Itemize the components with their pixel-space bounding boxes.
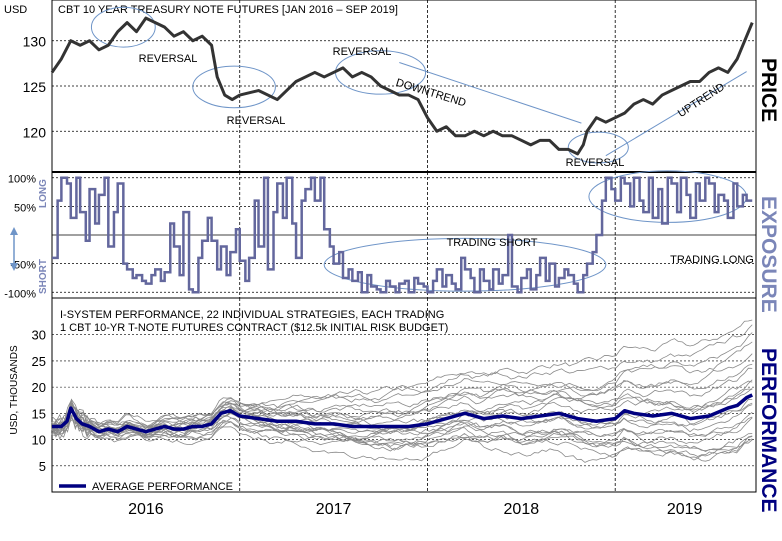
performance-y-tick-label: 5 (39, 459, 46, 474)
exposure-annotations: TRADING SHORT TRADING LONG (447, 237, 754, 266)
price-annotation: REVERSAL (139, 53, 198, 65)
exposure-y-tick-label: -50% (10, 260, 36, 272)
performance-y-ticks: 5 10 15 20 25 30 (32, 328, 46, 474)
performance-plot-frame (51, 297, 757, 493)
exposure-short-label: SHORT (38, 259, 49, 294)
exposure-annotation: TRADING LONG (670, 254, 754, 266)
strategy-line (51, 341, 753, 435)
exposure-axis-arrow-icon (10, 227, 18, 271)
exposure-series-line (52, 176, 753, 294)
price-y-tick-label: 125 (23, 79, 47, 95)
performance-y-tick-label: 20 (32, 380, 46, 395)
price-annotation: REVERSAL (333, 46, 392, 58)
exposure-y-tick-label: -100% (4, 288, 36, 300)
x-axis-year-labels: 2016 2017 2018 2019 (128, 501, 702, 518)
legend-label: AVERAGE PERFORMANCE (92, 481, 233, 493)
price-annotation: UPTREND (676, 81, 727, 120)
exposure-annotation: TRADING SHORT (447, 237, 538, 249)
strategy-line (51, 363, 753, 437)
strategy-line (51, 406, 753, 452)
price-y-ticks: 120 125 130 (23, 34, 47, 141)
x-tick-label: 2019 (667, 501, 703, 518)
strategy-line (51, 324, 753, 436)
performance-y-tick-label: 15 (32, 406, 46, 421)
reversal-ellipse (192, 65, 276, 109)
price-ylabel: USD (4, 4, 27, 16)
strategy-line (51, 332, 753, 434)
performance-title-line-1: I-SYSTEM PERFORMANCE, 22 INDIVIDUAL STRA… (60, 309, 444, 321)
price-grid (52, 0, 756, 172)
performance-ylabel: USD, THOUSANDS (9, 345, 20, 435)
performance-y-tick-label: 30 (32, 328, 46, 343)
strategy-line (51, 415, 753, 463)
exposure-grid (52, 172, 756, 298)
strategy-line (51, 404, 753, 433)
trading-ellipse (323, 237, 607, 292)
price-panel: USD CBT 10 YEAR TREASURY NOTE FUTURES [J… (4, 0, 780, 173)
exposure-ellipses (323, 170, 748, 292)
trendline (399, 61, 582, 124)
performance-y-tick-label: 10 (32, 433, 46, 448)
exposure-y-tick-label: 100% (8, 174, 36, 186)
performance-panel: 5 10 15 20 25 30 USD, THOUSANDS I-SYSTEM PERF… (9, 297, 780, 518)
performance-legend: AVERAGE PERFORMANCE (59, 481, 233, 493)
exposure-y-ticks: 100% 50% -50% -100% (4, 174, 36, 301)
price-annotation: REVERSAL (566, 157, 625, 169)
x-tick-label: 2017 (316, 501, 352, 518)
price-series-line (50, 16, 754, 156)
price-annotation: REVERSAL (227, 115, 286, 127)
exposure-panel: 100% 50% -50% -100% LONG SHORT TRADING SHOR… (4, 170, 780, 313)
price-reversal-ellipses (90, 6, 629, 164)
average-performance-line (52, 393, 753, 434)
performance-strategy-lines (51, 319, 753, 463)
performance-title-line-2: 1 CBT 10-YR T-NOTE FUTURES CONTRACT ($12… (60, 322, 448, 334)
exposure-side-label: EXPOSURE (757, 196, 780, 313)
exposure-long-label: LONG (38, 179, 49, 208)
strategy-line (51, 406, 753, 459)
reversal-ellipse (567, 131, 629, 164)
price-side-label: PRICE (757, 58, 780, 122)
strategy-line (51, 367, 753, 438)
price-trendlines (399, 61, 747, 157)
price-y-tick-label: 120 (23, 124, 47, 140)
performance-side-label: PERFORMANCE (757, 348, 780, 513)
performance-y-tick-label: 25 (32, 354, 46, 369)
price-y-tick-label: 130 (23, 34, 47, 50)
exposure-y-tick-label: 50% (14, 202, 36, 214)
strategy-line (51, 402, 753, 442)
price-title: CBT 10 YEAR TREASURY NOTE FUTURES [JAN 2… (58, 4, 398, 16)
x-tick-label: 2018 (504, 501, 540, 518)
reversal-ellipse (90, 6, 156, 48)
x-tick-label: 2016 (128, 501, 164, 518)
trendline (605, 71, 747, 157)
